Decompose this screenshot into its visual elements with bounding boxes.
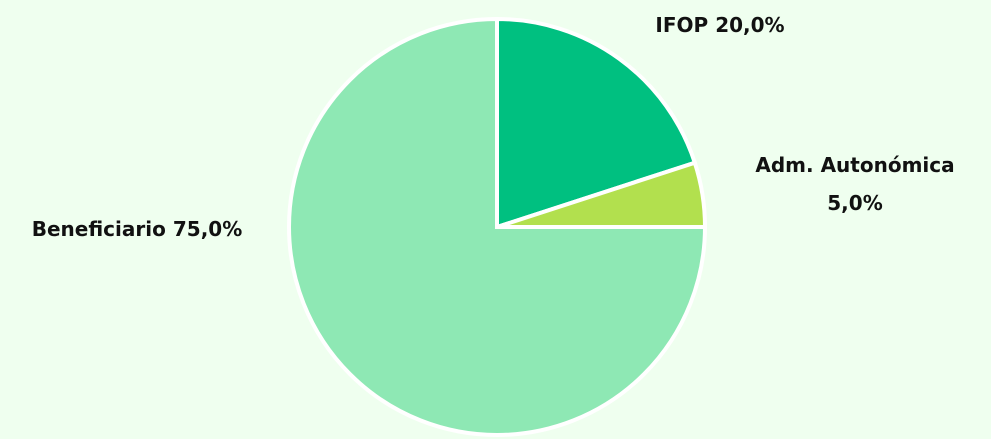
slice-value: 75,0% bbox=[173, 217, 242, 241]
slice-label: Beneficiario 75,0% bbox=[32, 217, 243, 241]
slice-category: Adm. Autonómica bbox=[755, 153, 954, 177]
slice-label: IFOP 20,0% bbox=[655, 13, 784, 37]
slice-label: Adm. Autonómica 5,0% bbox=[755, 153, 954, 215]
slice-category: Beneficiario bbox=[32, 217, 166, 241]
pie-slice bbox=[287, 16, 708, 437]
slice-value: 5,0% bbox=[827, 191, 882, 215]
pie-slice bbox=[495, 16, 698, 230]
slice-value: 20,0% bbox=[715, 13, 784, 37]
slice-category: IFOP bbox=[655, 13, 708, 37]
